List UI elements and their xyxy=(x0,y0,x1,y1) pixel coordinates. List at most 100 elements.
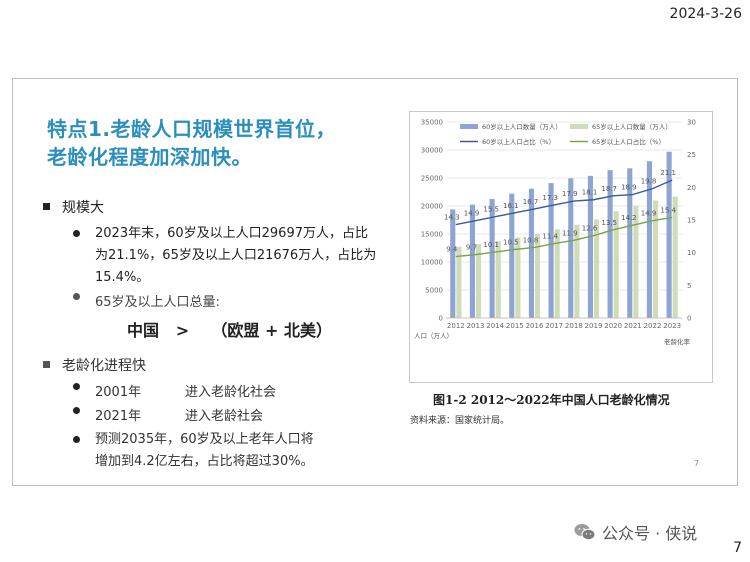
data-label-60plus: 17.9 xyxy=(562,190,578,198)
inner-page-number: 7 xyxy=(694,459,700,468)
y-left-tick-label: 35000 xyxy=(421,119,443,127)
x-tick-label: 2022 xyxy=(644,322,662,330)
dot-bullet-icon xyxy=(73,230,80,237)
wechat-icon xyxy=(574,524,596,541)
x-tick-label: 2019 xyxy=(585,322,603,330)
aging-chart: 0 5000 10000 15000 20000 25000 30000 35000 0 5 10 1… xyxy=(414,119,696,347)
process-item-3-line-1: 预测2035年，60岁及以上老年人口将 xyxy=(95,432,314,447)
data-source: 资料来源：国家统计局。 xyxy=(410,416,510,426)
data-label-60plus: 18.7 xyxy=(601,185,617,193)
x-tick-label: 2020 xyxy=(604,322,622,330)
data-label-65plus: 14.2 xyxy=(621,214,637,222)
x-tick-label: 2012 xyxy=(447,322,465,330)
dot-bullet-icon xyxy=(73,383,80,390)
bar-65plus xyxy=(594,219,600,318)
slide: 特点1.老龄人口规模世界首位， 老龄化程度加深加快。 规模大 2023年末，60… xyxy=(12,78,738,486)
bar-60plus xyxy=(509,193,515,318)
data-label-65plus: 15.4 xyxy=(660,206,676,214)
process-item-3-line-2: 增加到4.2亿左右，占比将超过30%。 xyxy=(95,454,314,469)
data-label-65plus: 12.6 xyxy=(582,225,598,233)
title-line-2: 老龄化程度加深加快。 xyxy=(47,145,252,169)
bar-65plus xyxy=(574,224,580,318)
bar-60plus xyxy=(568,178,574,318)
y-right-tick-label: 15 xyxy=(687,217,696,225)
page-number: 7 xyxy=(733,540,742,556)
y-right-tick-label: 25 xyxy=(687,151,696,159)
y-right-tick-label: 20 xyxy=(687,184,696,192)
x-tick-label: 2016 xyxy=(526,322,544,330)
x-tick-label: 2013 xyxy=(467,322,485,330)
y-left-tick-label: 25000 xyxy=(421,175,443,183)
data-label-60plus: 19.8 xyxy=(641,178,657,186)
bar-60plus xyxy=(666,151,672,318)
y-right-tick-label: 30 xyxy=(687,119,696,127)
chart-container: 0 5000 10000 15000 20000 25000 30000 35000 0 5 10 1… xyxy=(409,111,713,383)
y-right-tick-label: 10 xyxy=(687,249,696,257)
data-label-65plus: 10.5 xyxy=(503,238,519,246)
x-tick-label: 2018 xyxy=(565,322,583,330)
data-label-60plus: 16.7 xyxy=(523,198,539,206)
title-line-1: 特点1.老龄人口规模世界首位， xyxy=(47,117,337,141)
scale-item-2: 65岁及以上人口总量: xyxy=(73,291,220,310)
bar-65plus xyxy=(633,205,639,318)
bar-65plus xyxy=(535,233,541,318)
data-label-65plus: 9.4 xyxy=(446,246,458,254)
y-left-tick-label: 20000 xyxy=(421,203,443,211)
watermark: 公众号 · 侠说 xyxy=(574,520,697,544)
data-label-60plus: 14.9 xyxy=(464,210,480,218)
dot-bullet-icon xyxy=(73,407,80,414)
data-label-60plus: 15.5 xyxy=(483,206,499,214)
bar-60plus xyxy=(489,199,495,318)
data-label-60plus: 14.3 xyxy=(444,214,460,222)
legend-label: 65岁以上人口占比（%） xyxy=(592,137,665,146)
bar-60plus xyxy=(646,161,652,318)
x-tick-label: 2014 xyxy=(486,322,504,330)
bar-60plus xyxy=(450,209,456,318)
legend-label: 60岁以上人口数量（万人） xyxy=(482,122,562,131)
bar-60plus xyxy=(528,188,534,318)
data-label-65plus: 10.8 xyxy=(523,236,539,244)
legend-label: 60岁以上人口占比（%） xyxy=(482,137,555,146)
data-label-60plus: 16.1 xyxy=(503,202,519,210)
slide-title: 特点1.老龄人口规模世界首位， 老龄化程度加深加快。 xyxy=(47,115,336,171)
y-left-axis-label: 人口（万人） xyxy=(414,332,453,340)
square-bullet-icon xyxy=(43,361,50,368)
data-label-65plus: 11.4 xyxy=(542,233,558,241)
data-label-60plus: 21.1 xyxy=(660,169,676,177)
y-left-tick-label: 0 xyxy=(439,315,443,323)
bar-65plus xyxy=(456,246,462,318)
dot-bullet-icon xyxy=(73,293,80,300)
data-label-60plus: 18.9 xyxy=(621,184,637,192)
data-label-65plus: 9.7 xyxy=(466,244,477,252)
square-bullet-icon xyxy=(43,203,50,210)
comparison-statement: 中国 > （欧盟 + 北美） xyxy=(127,321,332,340)
bar-60plus xyxy=(469,204,475,318)
data-label-65plus: 11.9 xyxy=(562,229,578,237)
x-tick-label: 2015 xyxy=(506,322,524,330)
bar-60plus xyxy=(627,168,633,318)
y-left-tick-label: 5000 xyxy=(425,287,443,295)
y-left-tick-label: 15000 xyxy=(421,231,443,239)
bar-65plus xyxy=(672,196,678,318)
section-heading-process: 老龄化进程快 xyxy=(43,355,146,375)
line-65plus-share xyxy=(455,216,673,258)
bar-65plus xyxy=(495,240,501,318)
y-right-tick-label: 0 xyxy=(687,315,691,323)
section-heading-scale: 规模大 xyxy=(43,197,104,217)
process-item-2: 2021年 进入老龄社会 xyxy=(73,405,263,424)
x-tick-label: 2017 xyxy=(545,322,563,330)
scale-item-1-line-3: 15.4%。 xyxy=(95,270,150,285)
process-item-1: 2001年 进入老龄化社会 xyxy=(73,381,276,400)
watermark-text: 公众号 · 侠说 xyxy=(602,524,698,543)
dot-bullet-icon xyxy=(73,436,80,443)
data-label-65plus: 13.5 xyxy=(601,219,617,227)
bar-60plus xyxy=(587,175,593,318)
legend-label: 65岁以上人口数量（万人） xyxy=(592,122,672,131)
x-tick-label: 2023 xyxy=(663,322,681,330)
data-label-60plus: 18.1 xyxy=(582,189,598,197)
scale-item-1-line-2: 为21.1%，65岁及以上人口21676万人，占比为 xyxy=(95,248,377,263)
legend-swatch xyxy=(570,124,588,129)
y-right-tick-label: 5 xyxy=(687,282,691,290)
bar-60plus xyxy=(607,170,613,318)
line-60plus-share xyxy=(455,179,673,226)
